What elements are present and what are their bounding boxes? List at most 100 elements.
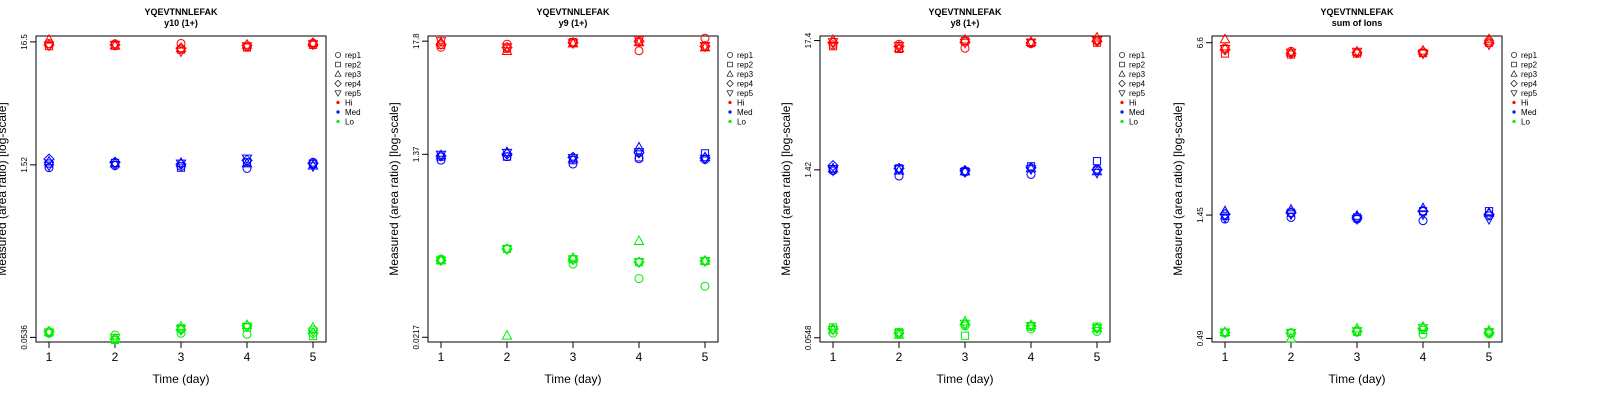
data-point-hi-rep1 [176, 38, 186, 48]
data-point-lo-rep5 [1025, 321, 1037, 332]
legend-marker [726, 70, 734, 77]
data-point-med-rep4 [1091, 164, 1103, 176]
data-point-lo-rep5 [827, 325, 839, 336]
data-point-med-rep5 [827, 166, 839, 177]
y-tick-label: 0.49 [1196, 330, 1205, 346]
legend-item-med: Med [728, 108, 753, 117]
data-point-med-rep5 [1351, 215, 1363, 226]
y-tick-label: 0.0548 [804, 325, 813, 350]
legend-item-rep2: rep2 [1511, 61, 1538, 70]
data-point-lo-rep3 [1025, 319, 1037, 330]
data-point-lo-rep5 [1219, 328, 1231, 339]
legend-item-med: Med [336, 108, 361, 117]
data-point-lo-rep3 [1091, 322, 1103, 333]
data-point-med-rep5 [175, 159, 187, 170]
data-point-med-rep3 [699, 151, 711, 162]
chart-subtitle: y10 (1+) [164, 18, 198, 28]
data-point-med-rep3 [633, 141, 645, 152]
data-point-med-rep2 [176, 163, 186, 172]
data-point-hi-rep4 [175, 42, 187, 54]
y-axis-label: Measured (area ratio) [log-scale] [387, 102, 401, 275]
legend-label: rep1 [345, 51, 362, 60]
data-point-lo-rep1 [1418, 329, 1428, 339]
legend-item-rep5: rep5 [1510, 89, 1538, 98]
chart-title: YQEVTNNLEFAK [144, 7, 218, 17]
legend-label: rep4 [345, 80, 362, 89]
legend-item-rep4: rep4 [1510, 80, 1538, 89]
data-point-hi-rep5 [959, 38, 971, 49]
legend-marker [726, 90, 734, 97]
legend-marker [1510, 90, 1518, 97]
legend-item-med: Med [1512, 108, 1537, 117]
x-tick-label: 1 [1222, 350, 1229, 364]
data-point-med-rep5 [1417, 210, 1429, 221]
data-point-hi-rep5 [435, 37, 447, 48]
data-point-med-rep3 [1219, 205, 1231, 216]
data-point-med-rep3 [959, 165, 971, 176]
data-point-hi-rep5 [1417, 49, 1429, 60]
data-point-lo-rep5 [633, 258, 645, 269]
legend-item-rep2: rep2 [727, 61, 754, 70]
legend-label: Hi [1521, 99, 1529, 108]
legend-item-hi: Hi [728, 99, 745, 108]
legend-item-hi: Hi [1120, 99, 1137, 108]
legend-item-hi: Hi [1512, 99, 1529, 108]
x-tick-label: 4 [1420, 350, 1427, 364]
legend-item-rep1: rep1 [335, 51, 362, 60]
data-point-hi-rep5 [307, 40, 319, 51]
data-point-med-rep5 [1091, 168, 1103, 179]
data-point-hi-rep2 [1220, 49, 1230, 58]
data-point-med-rep3 [1285, 203, 1297, 214]
legend-label: Med [1129, 108, 1145, 117]
data-point-lo-rep3 [43, 325, 55, 336]
legend-item-lo: Lo [336, 118, 354, 127]
data-point-med-rep5 [567, 154, 579, 165]
data-point-hi-rep5 [699, 41, 711, 52]
legend-marker [335, 61, 341, 68]
legend-item-hi: Hi [336, 99, 353, 108]
legend-marker [726, 79, 734, 88]
data-point-hi-rep5 [1285, 48, 1297, 59]
legend-item-rep4: rep4 [726, 79, 754, 89]
data-point-med-rep3 [1417, 202, 1429, 213]
legend-label: rep3 [345, 70, 362, 79]
y-tick-label: 6.6 [1196, 37, 1205, 49]
legend-label: rep2 [737, 61, 754, 70]
data-point-med-rep5 [1219, 213, 1231, 224]
legend-label: rep4 [1521, 80, 1538, 89]
data-point-med-rep2 [700, 149, 710, 158]
data-point-hi-rep5 [501, 43, 513, 54]
data-point-hi-rep1 [634, 46, 644, 56]
x-tick-label: 2 [1288, 350, 1295, 364]
x-tick-label: 3 [570, 350, 577, 364]
data-point-hi-rep5 [1219, 44, 1231, 55]
legend-item-rep1: rep1 [1119, 51, 1146, 60]
data-point-med-rep4 [241, 154, 253, 167]
data-point-lo-rep1 [634, 274, 644, 284]
data-point-lo-rep1 [176, 328, 186, 338]
data-point-lo-rep3 [699, 254, 711, 265]
data-point-hi-rep5 [567, 39, 579, 50]
legend-marker [1511, 52, 1517, 58]
legend-label: Med [1521, 108, 1537, 117]
legend-item-med: Med [1120, 108, 1145, 117]
x-tick-label: 1 [46, 350, 53, 364]
legend-marker [1118, 90, 1126, 97]
y-tick-label: 1.42 [804, 162, 813, 178]
data-point-hi-rep3 [1483, 33, 1495, 44]
data-point-hi-rep3 [1219, 33, 1231, 44]
data-point-hi-rep3 [241, 38, 253, 49]
legend-label: Lo [737, 118, 746, 127]
y-tick-label: 17.4 [804, 32, 813, 48]
legend-label: Med [345, 108, 361, 117]
legend-dot [728, 110, 732, 114]
legend-label: Lo [1521, 118, 1530, 127]
legend-dot [336, 110, 340, 114]
legend-label: Hi [1129, 99, 1137, 108]
legend-label: rep3 [1129, 70, 1146, 79]
data-point-med-rep5 [699, 154, 711, 165]
x-tick-label: 5 [1094, 350, 1101, 364]
data-point-med-rep4 [1417, 205, 1429, 217]
legend-marker [727, 61, 733, 68]
legend-dot [336, 119, 340, 124]
